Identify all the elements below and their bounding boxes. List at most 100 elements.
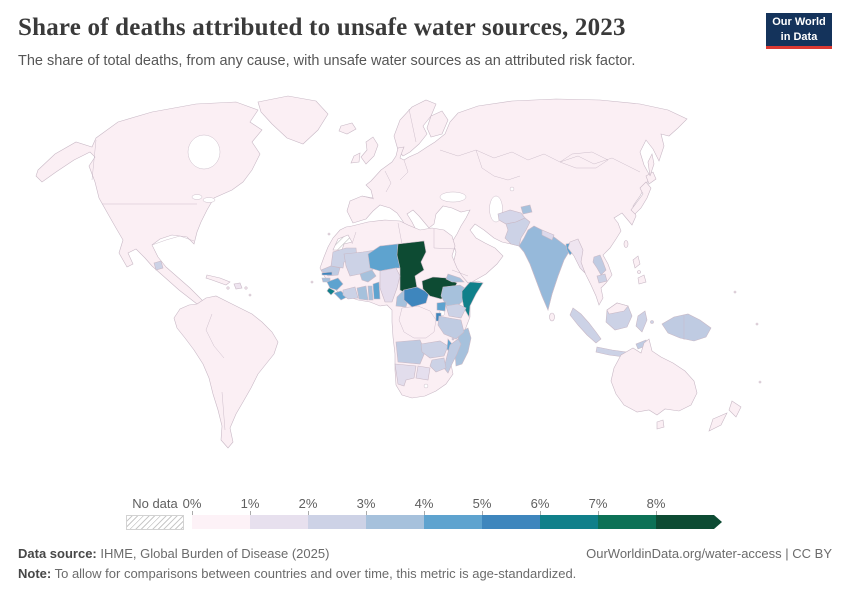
country-sri-lanka[interactable] (549, 312, 555, 322)
legend-bin-4[interactable] (424, 515, 482, 529)
small-island-fiji (758, 380, 762, 384)
country-philippines-luzon[interactable] (632, 255, 641, 269)
legend-tick-5: 5% (472, 496, 492, 511)
country-benin[interactable] (372, 281, 381, 300)
country-eritrea[interactable] (445, 273, 465, 283)
country-zimbabwe[interactable] (429, 357, 447, 373)
legend-tick-6: 6% (530, 496, 550, 511)
country-new-zealand-north[interactable] (728, 400, 742, 418)
owid-logo-line2: in Data (780, 30, 818, 43)
country-hispaniola[interactable] (233, 282, 243, 290)
country-togo[interactable] (367, 285, 374, 301)
country-japan[interactable] (630, 181, 652, 215)
country-central-african-republic[interactable] (403, 286, 430, 308)
country-myanmar[interactable] (567, 238, 586, 274)
region-malaysia-borneo[interactable] (606, 302, 629, 315)
legend-bin-1[interactable] (250, 515, 308, 529)
country-gambia[interactable] (321, 271, 333, 276)
country-pakistan[interactable] (504, 217, 531, 247)
country-botswana[interactable] (415, 365, 431, 381)
country-philippines-visayas (637, 270, 641, 274)
country-nepal[interactable] (541, 229, 555, 241)
no-data-label: No data (132, 496, 178, 511)
country-chad[interactable] (396, 240, 427, 296)
great-lake-east (202, 197, 216, 203)
legend-tick-4: 4% (414, 496, 434, 511)
country-kenya[interactable] (445, 303, 467, 319)
legend-tick-8: 8% (646, 496, 666, 511)
country-new-zealand-south[interactable] (708, 412, 728, 432)
country-taiwan[interactable] (623, 240, 629, 248)
great-lake-west (191, 194, 203, 200)
country-guinea[interactable] (326, 277, 344, 291)
country-tajikistan[interactable] (520, 204, 533, 215)
island-jamaica[interactable] (226, 286, 230, 290)
country-mozambique[interactable] (443, 338, 462, 374)
country-united-kingdom[interactable] (360, 136, 379, 165)
country-somalia[interactable] (461, 281, 484, 318)
aral-sea (509, 186, 515, 192)
country-ghana[interactable] (356, 285, 369, 301)
owid-logo-line1: Our World (772, 16, 826, 29)
country-laos[interactable] (592, 254, 607, 276)
country-finland[interactable] (426, 110, 449, 138)
legend-tick-3: 3% (356, 496, 376, 511)
country-cambodia[interactable] (596, 273, 608, 284)
country-zambia[interactable] (420, 340, 449, 359)
country-south-america[interactable] (173, 295, 279, 449)
country-angola[interactable] (395, 339, 426, 365)
legend-bin-5[interactable] (482, 515, 540, 529)
legend-bin-7[interactable] (598, 515, 656, 529)
data-source-text: IHME, Global Burden of Disease (2025) (96, 546, 330, 561)
legend-bin-0[interactable] (192, 515, 250, 529)
country-north-america[interactable] (35, 101, 263, 305)
island-new-guinea[interactable] (661, 313, 712, 342)
legend-no-data[interactable]: No data (126, 496, 184, 530)
continent-eurasia[interactable] (346, 98, 688, 311)
island-tasmania[interactable] (656, 419, 665, 430)
country-greenland[interactable] (257, 95, 329, 145)
country-guatemala[interactable] (153, 260, 164, 271)
country-india[interactable] (518, 225, 571, 311)
country-burkina-faso[interactable] (359, 269, 377, 283)
country-iceland[interactable] (338, 122, 357, 135)
legend-tick-1: 1% (240, 496, 260, 511)
owid-link[interactable]: OurWorldinData.org/water-access | CC BY (586, 546, 832, 561)
owid-logo[interactable]: Our World in Data (766, 13, 832, 49)
legend-color-bar[interactable] (192, 515, 722, 529)
country-australia[interactable] (610, 338, 698, 416)
page-subtitle: The share of total deaths, from any caus… (18, 53, 636, 69)
country-cuba[interactable] (205, 274, 231, 286)
island-puerto-rico[interactable] (244, 286, 248, 290)
country-niger[interactable] (367, 243, 401, 272)
no-data-swatch[interactable] (126, 515, 184, 530)
country-tanzania[interactable] (437, 315, 465, 340)
island-sakhalin (647, 153, 655, 177)
country-philippines-mindanao[interactable] (637, 274, 647, 285)
hudson-bay (187, 134, 221, 170)
legend-tick-7: 7% (588, 496, 608, 511)
small-island-comoros (451, 337, 455, 341)
island-sulawesi[interactable] (635, 310, 648, 333)
country-ireland[interactable] (350, 152, 361, 164)
black-sea (439, 191, 467, 203)
page-title: Share of deaths attributed to unsafe wat… (18, 14, 626, 41)
country-lesotho[interactable] (423, 383, 429, 389)
note-label: Note: (18, 566, 52, 581)
data-source-line: Data source: IHME, Global Burden of Dise… (18, 546, 329, 561)
legend-tick-2: 2% (298, 496, 318, 511)
country-ethiopia[interactable] (440, 284, 469, 309)
island-maluku (650, 320, 654, 324)
country-namibia[interactable] (394, 363, 417, 387)
island-sumatra[interactable] (569, 307, 602, 344)
legend-bin-2[interactable] (308, 515, 366, 529)
country-sierra-leone[interactable] (326, 287, 336, 296)
note-line: Note: To allow for comparisons between c… (18, 566, 576, 581)
legend-bin-6[interactable] (540, 515, 598, 529)
country-ivory-coast[interactable] (342, 286, 359, 300)
legend-bin-3[interactable] (366, 515, 424, 529)
legend-bin-8[interactable] (656, 515, 722, 529)
country-uganda[interactable] (436, 301, 447, 312)
country-nigeria[interactable] (379, 267, 401, 303)
data-source-label: Data source: (18, 546, 97, 561)
